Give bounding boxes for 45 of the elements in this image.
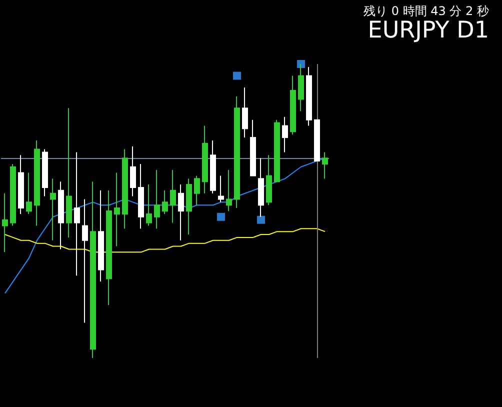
candlestick [66, 108, 72, 238]
candlestick [306, 66, 312, 126]
candlestick [98, 190, 104, 282]
candlestick [226, 169, 232, 212]
candlestick [282, 116, 288, 153]
candlestick [18, 154, 24, 214]
text: EURJPY D1 [368, 18, 490, 44]
candlestick [162, 190, 168, 214]
candlestick [114, 172, 120, 247]
candlestick [130, 146, 136, 197]
candlestick [90, 181, 96, 358]
candlestick [274, 119, 280, 182]
candlestick [194, 175, 200, 206]
point [297, 60, 305, 68]
candlestick [50, 178, 56, 241]
point [233, 72, 241, 80]
candlestick [58, 181, 64, 250]
candlestick [314, 119, 320, 162]
candlestick [146, 184, 152, 226]
candlestick [250, 119, 256, 176]
candlestick [26, 172, 32, 214]
candlestick [10, 163, 16, 226]
candlestick [34, 140, 40, 226]
candlestick [186, 178, 192, 236]
candlestick [106, 190, 112, 306]
candlestick [290, 75, 296, 136]
point [257, 216, 265, 224]
candlestick [138, 163, 144, 230]
candlestick [202, 125, 208, 194]
candlestick [82, 198, 88, 324]
candlestick [42, 148, 48, 197]
candlestick [210, 140, 216, 194]
candlestick [122, 148, 128, 230]
candlestick [266, 154, 272, 206]
candlestick [218, 175, 224, 203]
candlestick [74, 152, 80, 276]
candlestick [322, 152, 328, 180]
candlestick [178, 184, 184, 241]
text: 残り 0 時間 43 分 2 秒 [364, 4, 490, 18]
point [217, 212, 225, 221]
candlestick [170, 169, 176, 224]
candlestick [234, 96, 240, 209]
candlestick [2, 192, 8, 253]
candlestick [154, 169, 160, 230]
candlestick [242, 87, 248, 138]
